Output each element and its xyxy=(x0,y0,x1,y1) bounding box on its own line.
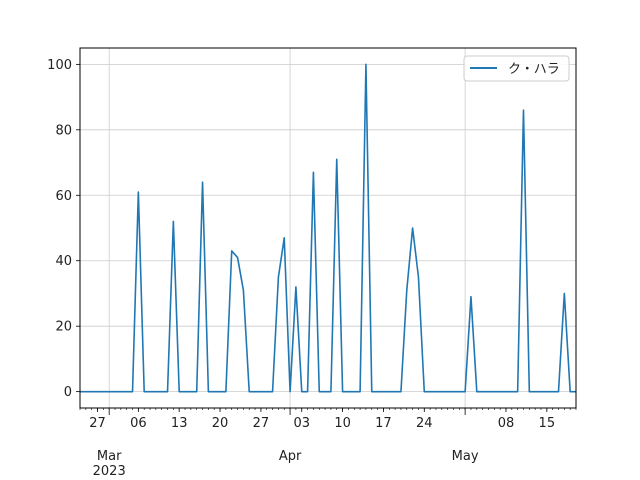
y-tick-label: 80 xyxy=(55,123,72,138)
y-tick-label: 40 xyxy=(55,254,72,269)
x-minor-tick-label: 06 xyxy=(130,416,147,431)
y-tick-label: 0 xyxy=(64,385,72,400)
y-tick-label: 20 xyxy=(55,320,72,335)
plot-frame xyxy=(79,47,577,409)
x-major-tick-label: Apr xyxy=(279,449,302,464)
series-line xyxy=(80,63,576,393)
y-tick-label: 100 xyxy=(47,58,72,73)
x-minor-tick-label: 15 xyxy=(539,416,556,431)
x-major-tick-label: Mar xyxy=(97,449,122,464)
legend-label: ク・ハラ xyxy=(508,62,560,77)
x-minor-tick-label: 20 xyxy=(212,416,229,431)
x-minor-tick-label: 27 xyxy=(89,416,106,431)
x-minor-tick-label: 03 xyxy=(293,416,310,431)
x-major-tick-label: May xyxy=(452,449,479,464)
legend-box xyxy=(463,55,570,82)
x-minor-tick-label: 17 xyxy=(375,416,392,431)
x-minor-tick-label: 08 xyxy=(498,416,515,431)
x-daily-ticks xyxy=(79,408,577,410)
x-minor-tick-label: 13 xyxy=(171,416,188,431)
y-axis: 0 20 40 60 80 100 xyxy=(47,58,80,400)
grid xyxy=(80,48,576,408)
x-minor-tick-label: 27 xyxy=(253,416,270,431)
legend: ク・ハラ xyxy=(463,55,570,82)
y-tick-label: 60 xyxy=(55,189,72,204)
x-minor-tick-label: 10 xyxy=(334,416,351,431)
x-major-tick-sublabel: 2023 xyxy=(93,464,126,479)
series-layer xyxy=(80,63,576,393)
x-minor-tick-label: 24 xyxy=(416,416,433,431)
